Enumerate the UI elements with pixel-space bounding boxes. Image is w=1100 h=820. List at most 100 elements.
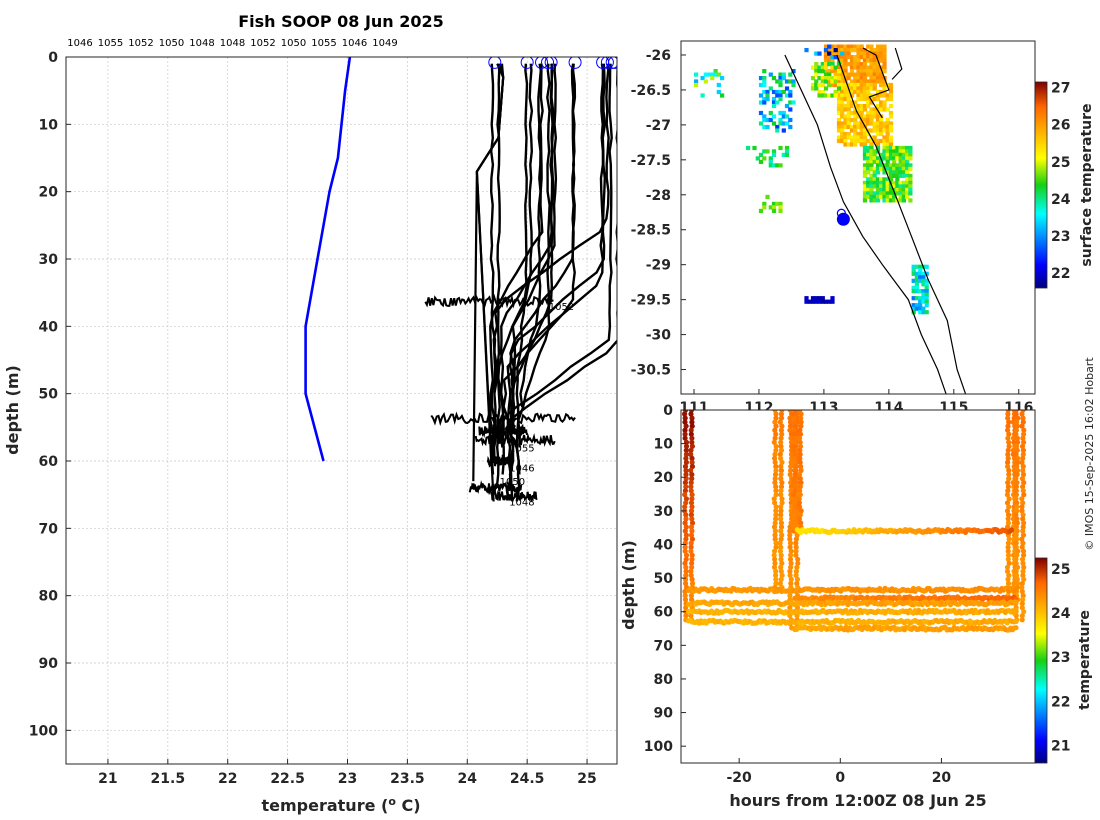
time-depth-point <box>1015 548 1021 554</box>
sst-cell <box>814 296 819 301</box>
map-y-tick-label: -29.5 <box>631 293 671 309</box>
sst-cell <box>911 285 916 290</box>
sst-cell <box>862 82 868 88</box>
sst-cell <box>866 51 871 56</box>
cast-line <box>489 63 497 462</box>
sst-cell <box>908 163 913 168</box>
sst-cell <box>849 100 855 105</box>
time-depth-point <box>792 496 798 502</box>
sst-cell <box>888 114 894 119</box>
time-depth-point <box>792 488 798 494</box>
tow-band <box>424 292 554 309</box>
sst-cell <box>823 58 829 63</box>
sst-cell <box>827 69 832 74</box>
sst-cell <box>775 79 780 84</box>
time-depth-point <box>688 431 694 437</box>
sst-cell <box>905 180 910 185</box>
sst-cell <box>882 48 887 53</box>
time-depth-point <box>773 516 779 522</box>
time-depth-y-tick-label: 0 <box>663 403 673 419</box>
sst-cell <box>853 117 858 123</box>
sst-cell <box>817 51 822 56</box>
sst-cell <box>872 156 877 161</box>
sst-cell <box>862 131 868 137</box>
sst-cell <box>875 138 881 144</box>
time-depth-point <box>790 512 797 518</box>
sst-cell <box>866 159 871 164</box>
sst-cell <box>918 278 923 283</box>
sst-cell <box>875 156 881 161</box>
sst-cell <box>849 69 855 74</box>
map-y-tick-label: -26 <box>646 48 671 64</box>
cast-label: 1046 <box>509 464 534 475</box>
sst-cell <box>885 198 890 203</box>
time-depth-point <box>688 548 694 554</box>
time-depth-point <box>1013 411 1019 417</box>
time-depth-point <box>1014 520 1020 526</box>
sst-cell <box>859 110 864 116</box>
sst-cell <box>856 93 861 98</box>
sst-cell <box>859 96 864 102</box>
time-depth-point <box>689 496 695 502</box>
sst-cell <box>879 187 884 192</box>
sst-cell <box>804 48 809 53</box>
sst-cell <box>898 145 903 151</box>
sst-cell <box>827 79 832 84</box>
sst-cell <box>758 121 764 126</box>
sst-cell <box>885 124 890 130</box>
sst-cell <box>836 100 842 105</box>
sst-cell <box>905 166 910 171</box>
sst-cell <box>846 48 851 53</box>
sst-cell <box>888 184 894 189</box>
sst-cell <box>866 69 871 74</box>
time-depth-point <box>787 593 793 599</box>
time-depth-point <box>798 508 804 514</box>
sst-cell <box>905 156 910 161</box>
sst-cell <box>872 149 877 154</box>
surface-marker <box>608 57 617 69</box>
sst-cell <box>898 194 903 199</box>
sst-cell <box>856 131 861 137</box>
sst-cell <box>885 163 890 168</box>
time-depth-point <box>772 476 778 482</box>
sst-cell <box>843 55 848 60</box>
sst-cell <box>898 173 903 178</box>
sst-cell <box>892 166 897 171</box>
time-depth-point <box>688 568 694 575</box>
sst-cell <box>856 62 861 67</box>
time-depth-point <box>1014 471 1020 478</box>
y-tick-label: 0 <box>48 50 58 66</box>
time-depth-point <box>682 520 688 526</box>
sst-cell <box>875 194 881 199</box>
time-depth-point <box>1013 544 1019 550</box>
sst-cell <box>875 69 881 74</box>
time-depth-point <box>788 560 794 566</box>
sst-cell <box>888 191 894 196</box>
time-depth-point <box>778 427 785 433</box>
time-depth-point <box>1019 601 1025 607</box>
sst-cell <box>882 62 887 67</box>
time-depth-point <box>1021 427 1027 433</box>
sst-cell <box>892 159 897 164</box>
sst-cell <box>875 93 881 98</box>
cast-line <box>506 63 605 489</box>
sst-cell <box>924 289 929 294</box>
sst-cell <box>882 79 887 84</box>
sst-cell <box>872 48 877 53</box>
sst-cell <box>869 128 874 133</box>
sst-cell <box>898 163 903 168</box>
profile-y-ticks: 0 10 20 30 40 50 60 70 80 90 100 <box>29 50 71 739</box>
time-depth-point <box>1019 588 1025 595</box>
sst-cell <box>843 82 848 88</box>
time-depth-point <box>792 451 798 457</box>
time-depth-point <box>1021 520 1027 526</box>
sst-cell <box>918 268 923 273</box>
time-depth-point <box>1006 443 1012 449</box>
time-depth-point <box>1020 593 1026 599</box>
sst-cell <box>869 142 874 147</box>
cast-line <box>475 63 505 462</box>
sst-cell <box>840 138 845 144</box>
time-depth-point <box>797 447 803 453</box>
time-depth-point <box>773 411 779 417</box>
time-depth-point <box>683 443 690 449</box>
